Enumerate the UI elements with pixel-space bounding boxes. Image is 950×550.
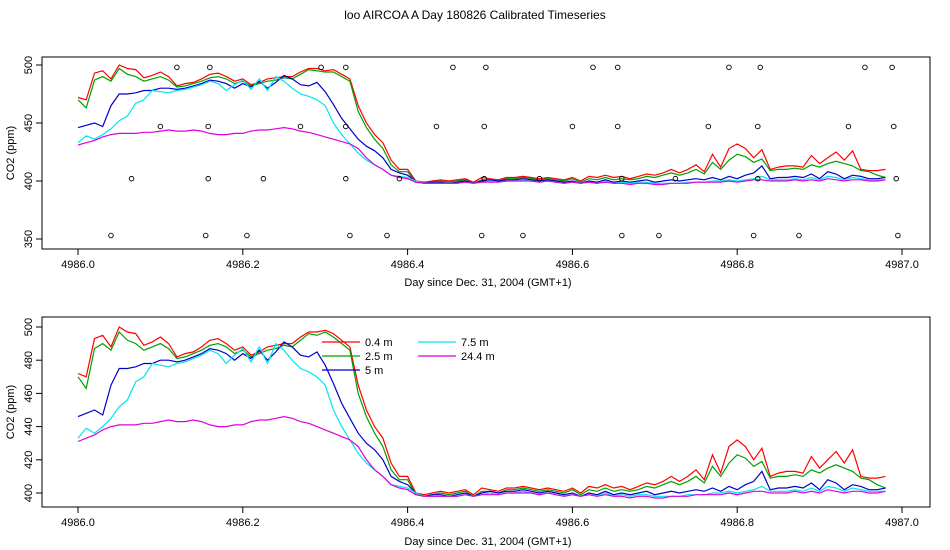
top-marker-point <box>450 64 456 71</box>
bottom-x-tick-label: 4987.0 <box>885 517 919 529</box>
bottom-x-tick-label: 4986.6 <box>556 517 590 529</box>
top-marker-point <box>750 232 757 239</box>
top-marker-point <box>108 232 114 239</box>
top-x-tick-label: 4986.0 <box>61 259 95 271</box>
top-marker-point <box>614 64 621 71</box>
legend-label-2: 2.5 m <box>365 351 393 363</box>
top-marker-point <box>755 175 761 182</box>
legend: 0.4 m 2.5 m 5 m 7.5 m 24.4 m <box>322 337 495 377</box>
top-marker-point <box>205 123 211 130</box>
top-marker-point <box>619 232 625 239</box>
top-marker-point <box>343 64 349 71</box>
top-marker-point <box>895 232 901 239</box>
top-x-tick-label: 4986.6 <box>556 259 590 271</box>
bottom-plot-marks: 4986.0 4986.2 4986.4 4986.6 4986.8 4987.0 400 4… <box>23 318 919 529</box>
top-panel: CO2 (ppm) Day since Dec. 31, 2004 (GMT+1… <box>5 56 931 289</box>
top-x-tick-label: 4986.8 <box>720 259 754 271</box>
top-marker-point <box>384 232 390 239</box>
bottom-y-axis-label: CO2 (ppm) <box>5 385 17 439</box>
legend-label-1: 0.4 m <box>365 337 393 349</box>
top-marker-point <box>318 64 324 71</box>
top-marker-point <box>128 175 135 182</box>
bottom-series-0-4-m-line <box>77 326 886 496</box>
top-marker-point <box>207 64 213 71</box>
top-y-tick-label: 500 <box>23 56 35 74</box>
top-marker-point <box>889 64 895 71</box>
top-plot-marks: 4986.0 4986.2 4986.4 4986.6 4986.8 4987.0 350 4… <box>23 56 919 271</box>
bottom-y-tick-label: 480 <box>23 351 35 369</box>
legend-label-5: 24.4 m <box>461 351 495 363</box>
top-marker-point <box>672 175 679 182</box>
bottom-y-tick-label: 460 <box>23 384 35 402</box>
bottom-y-tick-label: 440 <box>23 417 35 435</box>
top-marker-point <box>614 123 621 130</box>
top-marker-point <box>347 232 353 239</box>
top-marker-point <box>244 232 250 239</box>
top-marker-point <box>757 64 764 71</box>
bottom-x-tick-label: 4986.2 <box>226 517 260 529</box>
bottom-series-2-5-m-line <box>77 330 886 498</box>
top-series-4-line <box>77 75 886 184</box>
top-marker-point <box>202 232 209 239</box>
top-series-5-line <box>77 126 886 186</box>
top-marker-point <box>260 175 267 182</box>
top-series-3-line <box>77 74 886 184</box>
bottom-x-axis-label: Day since Dec. 31, 2004 (GMT+1) <box>404 536 571 548</box>
bottom-y-tick-label: 400 <box>23 484 35 502</box>
legend-label-4: 7.5 m <box>461 337 489 349</box>
top-y-tick-label: 450 <box>23 114 35 132</box>
top-marker-point <box>343 175 349 182</box>
figure-title: loo AIRCOA A Day 180826 Calibrated Times… <box>344 8 606 22</box>
top-y-axis-label: CO2 (ppm) <box>5 126 17 180</box>
top-x-tick-label: 4987.0 <box>885 259 919 271</box>
top-y-tick-label: 400 <box>23 172 35 190</box>
top-marker-point <box>796 232 802 239</box>
legend-label-3: 5 m <box>365 365 383 377</box>
bottom-series-24-4-m-line <box>77 415 886 499</box>
top-marker-point <box>481 123 487 130</box>
bottom-series-7-5-m-line <box>77 342 886 497</box>
bottom-x-tick-label: 4986.8 <box>720 517 754 529</box>
bottom-series-5-m-line <box>77 341 886 497</box>
top-marker-point <box>479 232 485 239</box>
top-marker-point <box>483 64 489 71</box>
top-series-1-line <box>77 64 886 183</box>
top-marker-point <box>845 123 852 130</box>
top-y-tick-label: 350 <box>23 230 35 248</box>
bottom-plot-frame <box>41 316 931 508</box>
top-x-axis-label: Day since Dec. 31, 2004 (GMT+1) <box>404 277 571 289</box>
top-marker-point <box>590 64 596 71</box>
bottom-x-tick-label: 4986.0 <box>61 517 95 529</box>
top-plot-frame <box>41 56 931 250</box>
top-marker-point <box>891 123 897 130</box>
top-marker-point <box>174 64 180 71</box>
top-marker-point <box>396 175 403 182</box>
bottom-y-tick-label: 420 <box>23 451 35 469</box>
top-marker-point <box>536 175 543 182</box>
top-marker-point <box>862 64 868 71</box>
top-marker-point <box>755 123 761 130</box>
bottom-x-tick-label: 4986.4 <box>391 517 425 529</box>
top-marker-point <box>297 123 304 130</box>
top-marker-point <box>481 175 487 182</box>
top-marker-point <box>619 175 625 182</box>
top-marker-point <box>656 232 662 239</box>
top-marker-point <box>205 175 211 182</box>
bottom-y-tick-label: 500 <box>23 318 35 336</box>
top-marker-point <box>433 123 440 130</box>
top-x-tick-label: 4986.2 <box>226 259 260 271</box>
top-marker-point <box>520 232 526 239</box>
top-marker-point <box>569 123 576 130</box>
top-marker-point <box>726 64 732 71</box>
top-marker-point <box>893 175 899 182</box>
top-x-tick-label: 4986.4 <box>391 259 425 271</box>
top-marker-point <box>157 123 164 130</box>
top-marker-point <box>705 123 712 130</box>
top-marker-point <box>343 123 349 130</box>
bottom-panel: CO2 (ppm) Day since Dec. 31, 2004 (GMT+1… <box>5 316 931 548</box>
